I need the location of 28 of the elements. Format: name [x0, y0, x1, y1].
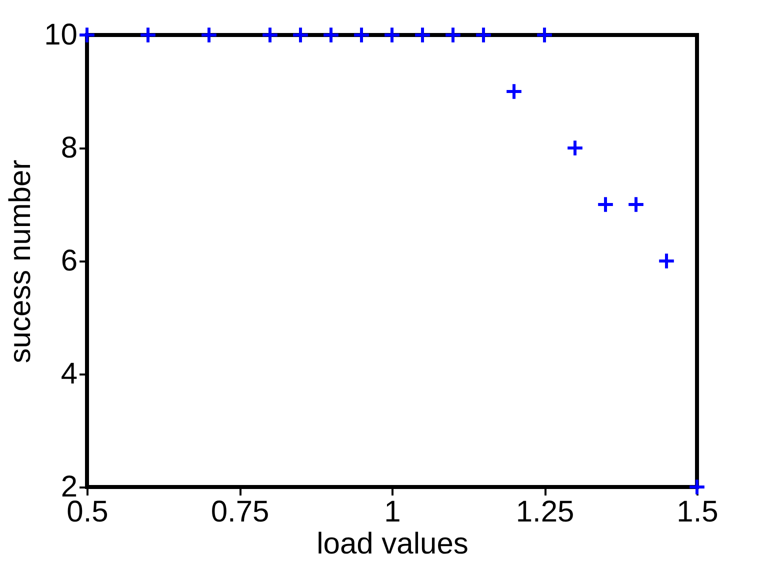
point	[78, 26, 96, 44]
y-tick-label: 6	[60, 244, 78, 278]
point	[474, 26, 492, 44]
point	[627, 196, 645, 214]
point	[566, 139, 584, 157]
y-tick-label: 10	[44, 18, 78, 52]
x-tick-label: 1.5	[676, 496, 718, 528]
point	[200, 26, 218, 44]
point	[352, 26, 370, 44]
x-axis-title: load values	[316, 528, 468, 560]
x-tick-label: 1	[384, 496, 401, 528]
point	[596, 196, 614, 214]
point	[292, 26, 310, 44]
point	[658, 252, 676, 270]
point	[261, 26, 279, 44]
point	[414, 26, 432, 44]
y-axis-title: sucess number	[4, 160, 38, 364]
x-tick-label: 0.75	[210, 496, 270, 528]
point	[505, 82, 523, 100]
x-tick-label: 1.25	[516, 496, 574, 528]
point	[322, 26, 340, 44]
point	[444, 26, 462, 44]
y-tick-label: 8	[60, 132, 78, 164]
point	[536, 26, 554, 44]
point	[688, 478, 706, 496]
point	[139, 26, 157, 44]
point	[383, 26, 401, 44]
y-tick-label: 4	[60, 358, 78, 390]
